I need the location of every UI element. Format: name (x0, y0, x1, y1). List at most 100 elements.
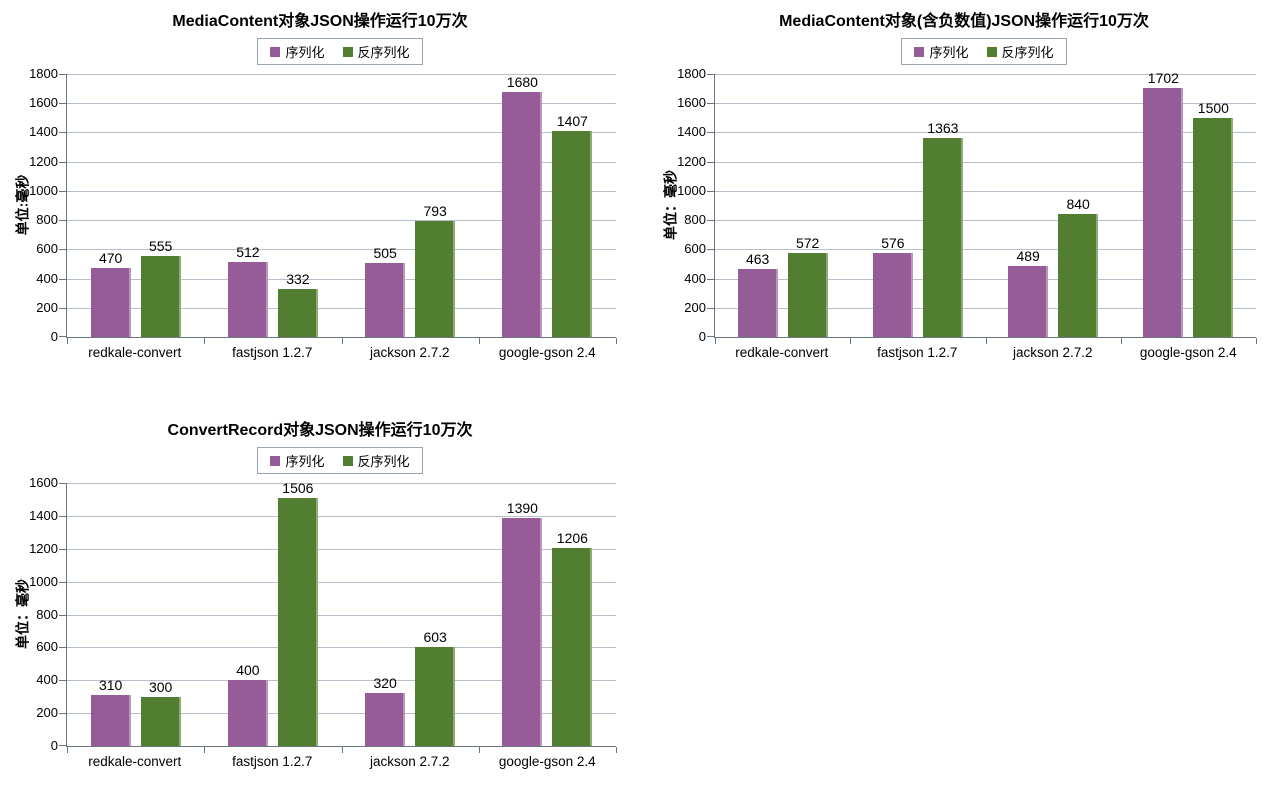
bar-value-label: 1363 (927, 119, 959, 136)
gridline (715, 74, 1256, 75)
gridline (67, 103, 616, 105)
x-axis-labels: redkale-convert fastjson 1.2.7 jackson 2.7… (66, 345, 616, 360)
bar-group: 310 300 (67, 483, 204, 746)
legend-row: 序列化 反序列化 (708, 38, 1260, 65)
x-axis-label: jackson 2.7.2 (1012, 345, 1093, 360)
legend-label: 序列化 (285, 45, 325, 60)
gridline (67, 132, 616, 134)
bar-serialize (1008, 265, 1049, 337)
bar-groups: 463 572 576 1363 489 840 1702 1500 (715, 70, 1256, 337)
chart-mediacontent: MediaContent对象JSON操作运行10万次 序列化 反序列化 0 200 400… (15, 6, 620, 360)
y-tick-label: 1600 (29, 475, 58, 490)
y-tick-label: 1400 (677, 124, 706, 140)
bar-deserialize (552, 131, 593, 337)
y-tick-mark (707, 103, 715, 105)
x-tick-mark (341, 338, 343, 344)
bar-group: 489 840 (986, 74, 1121, 337)
y-tick-label: 200 (36, 299, 58, 315)
bar-group: 1702 1500 (1121, 70, 1256, 337)
bar-value-label: 1206 (556, 529, 588, 546)
y-tick-mark (59, 336, 67, 337)
y-axis-title: 单位：毫秒 (662, 170, 679, 240)
bar-cell: 1363 (922, 119, 963, 337)
y-tick-label: 1600 (29, 95, 58, 111)
y-tick-mark (59, 483, 67, 484)
y-tick-label: 1400 (29, 507, 58, 523)
legend-item-1: 反序列化 (986, 42, 1054, 61)
y-tick-mark (59, 614, 67, 616)
x-axis-label: fastjson 1.2.7 (232, 345, 313, 360)
gridline (715, 220, 1256, 222)
x-tick-mark (478, 747, 480, 753)
y-tick-label: 1200 (677, 153, 706, 169)
bar-groups: 470 555 512 332 505 793 1680 1407 (67, 74, 616, 337)
bar-serialize (227, 262, 268, 337)
bar-value-label: 1390 (506, 499, 538, 516)
bar-value-label: 1702 (1147, 70, 1179, 87)
bar-value-label: 603 (423, 628, 447, 645)
legend-swatch-icon (986, 46, 997, 57)
legend-swatch-icon (914, 46, 925, 57)
legend-label: 序列化 (929, 45, 969, 60)
y-tick-label: 600 (684, 241, 706, 257)
gridline (715, 278, 1256, 280)
y-tick-mark (707, 190, 715, 192)
y-tick-mark (59, 161, 67, 163)
bar-group: 1390 1206 (479, 483, 616, 746)
bar-cell: 505 (365, 245, 406, 337)
bar-value-label: 793 (423, 203, 447, 220)
legend-swatch-icon (270, 455, 281, 466)
gridline (67, 483, 616, 484)
y-tick-mark (59, 249, 67, 251)
bar-cell: 572 (787, 235, 828, 337)
y-tick-label: 200 (36, 705, 58, 721)
legend: 序列化 反序列化 (257, 38, 423, 65)
bar-serialize (90, 695, 131, 746)
gridline (715, 132, 1256, 134)
bar-cell: 793 (415, 203, 456, 337)
x-tick-mark (1256, 338, 1257, 344)
x-tick-mark (985, 338, 987, 344)
legend-row: 序列化 反序列化 (60, 38, 620, 65)
bar-value-label: 840 (1066, 196, 1090, 213)
y-tick-mark (59, 647, 67, 649)
bar-cell: 320 (365, 675, 406, 746)
y-tick-label: 1400 (29, 124, 58, 140)
x-axis-label: jackson 2.7.2 (369, 754, 450, 769)
gridline (67, 680, 616, 682)
bar-value-label: 1506 (282, 480, 314, 497)
bar-cell: 400 (227, 662, 268, 746)
bar-groups: 310 300 400 1506 320 603 1390 1206 (67, 480, 616, 746)
y-tick-mark (59, 132, 67, 134)
y-tick-mark (707, 307, 715, 309)
legend-item-0: 序列化 (270, 42, 325, 61)
bar-serialize (502, 517, 543, 746)
legend-item-1: 反序列化 (342, 42, 410, 61)
bar-cell: 300 (140, 679, 181, 746)
bar-value-label: 512 (236, 244, 260, 261)
bar-cell: 512 (227, 244, 268, 337)
x-axis-label: fastjson 1.2.7 (877, 345, 958, 360)
gridline (67, 713, 616, 715)
chart-mediacontent-negative: MediaContent对象(含负数值)JSON操作运行10万次 序列化 反序列化 0… (663, 6, 1260, 360)
x-axis-label: redkale-convert (735, 345, 829, 360)
bar-value-label: 572 (795, 235, 820, 252)
bar-value-label: 1680 (506, 73, 538, 90)
y-tick-label: 1800 (29, 66, 58, 81)
bar-cell: 489 (1008, 248, 1049, 337)
chart-title: MediaContent对象(含负数值)JSON操作运行10万次 (779, 13, 1149, 30)
gridline (67, 190, 616, 192)
gridline (715, 103, 1256, 105)
y-tick-mark (59, 278, 67, 280)
gridline (67, 614, 616, 616)
x-tick-mark (67, 338, 68, 344)
y-tick-mark (59, 680, 67, 682)
y-tick-mark (59, 581, 67, 583)
gridline (67, 307, 616, 309)
bar-serialize (365, 263, 406, 337)
bar-serialize (90, 268, 131, 337)
bar-deserialize (1193, 117, 1234, 337)
bar-serialize (227, 680, 268, 746)
plot-area: 0 200 400 600 800 1000 1200 1400 1600 1800 单位：毫秒 46… (663, 66, 1257, 344)
bar-cell: 332 (277, 271, 318, 337)
